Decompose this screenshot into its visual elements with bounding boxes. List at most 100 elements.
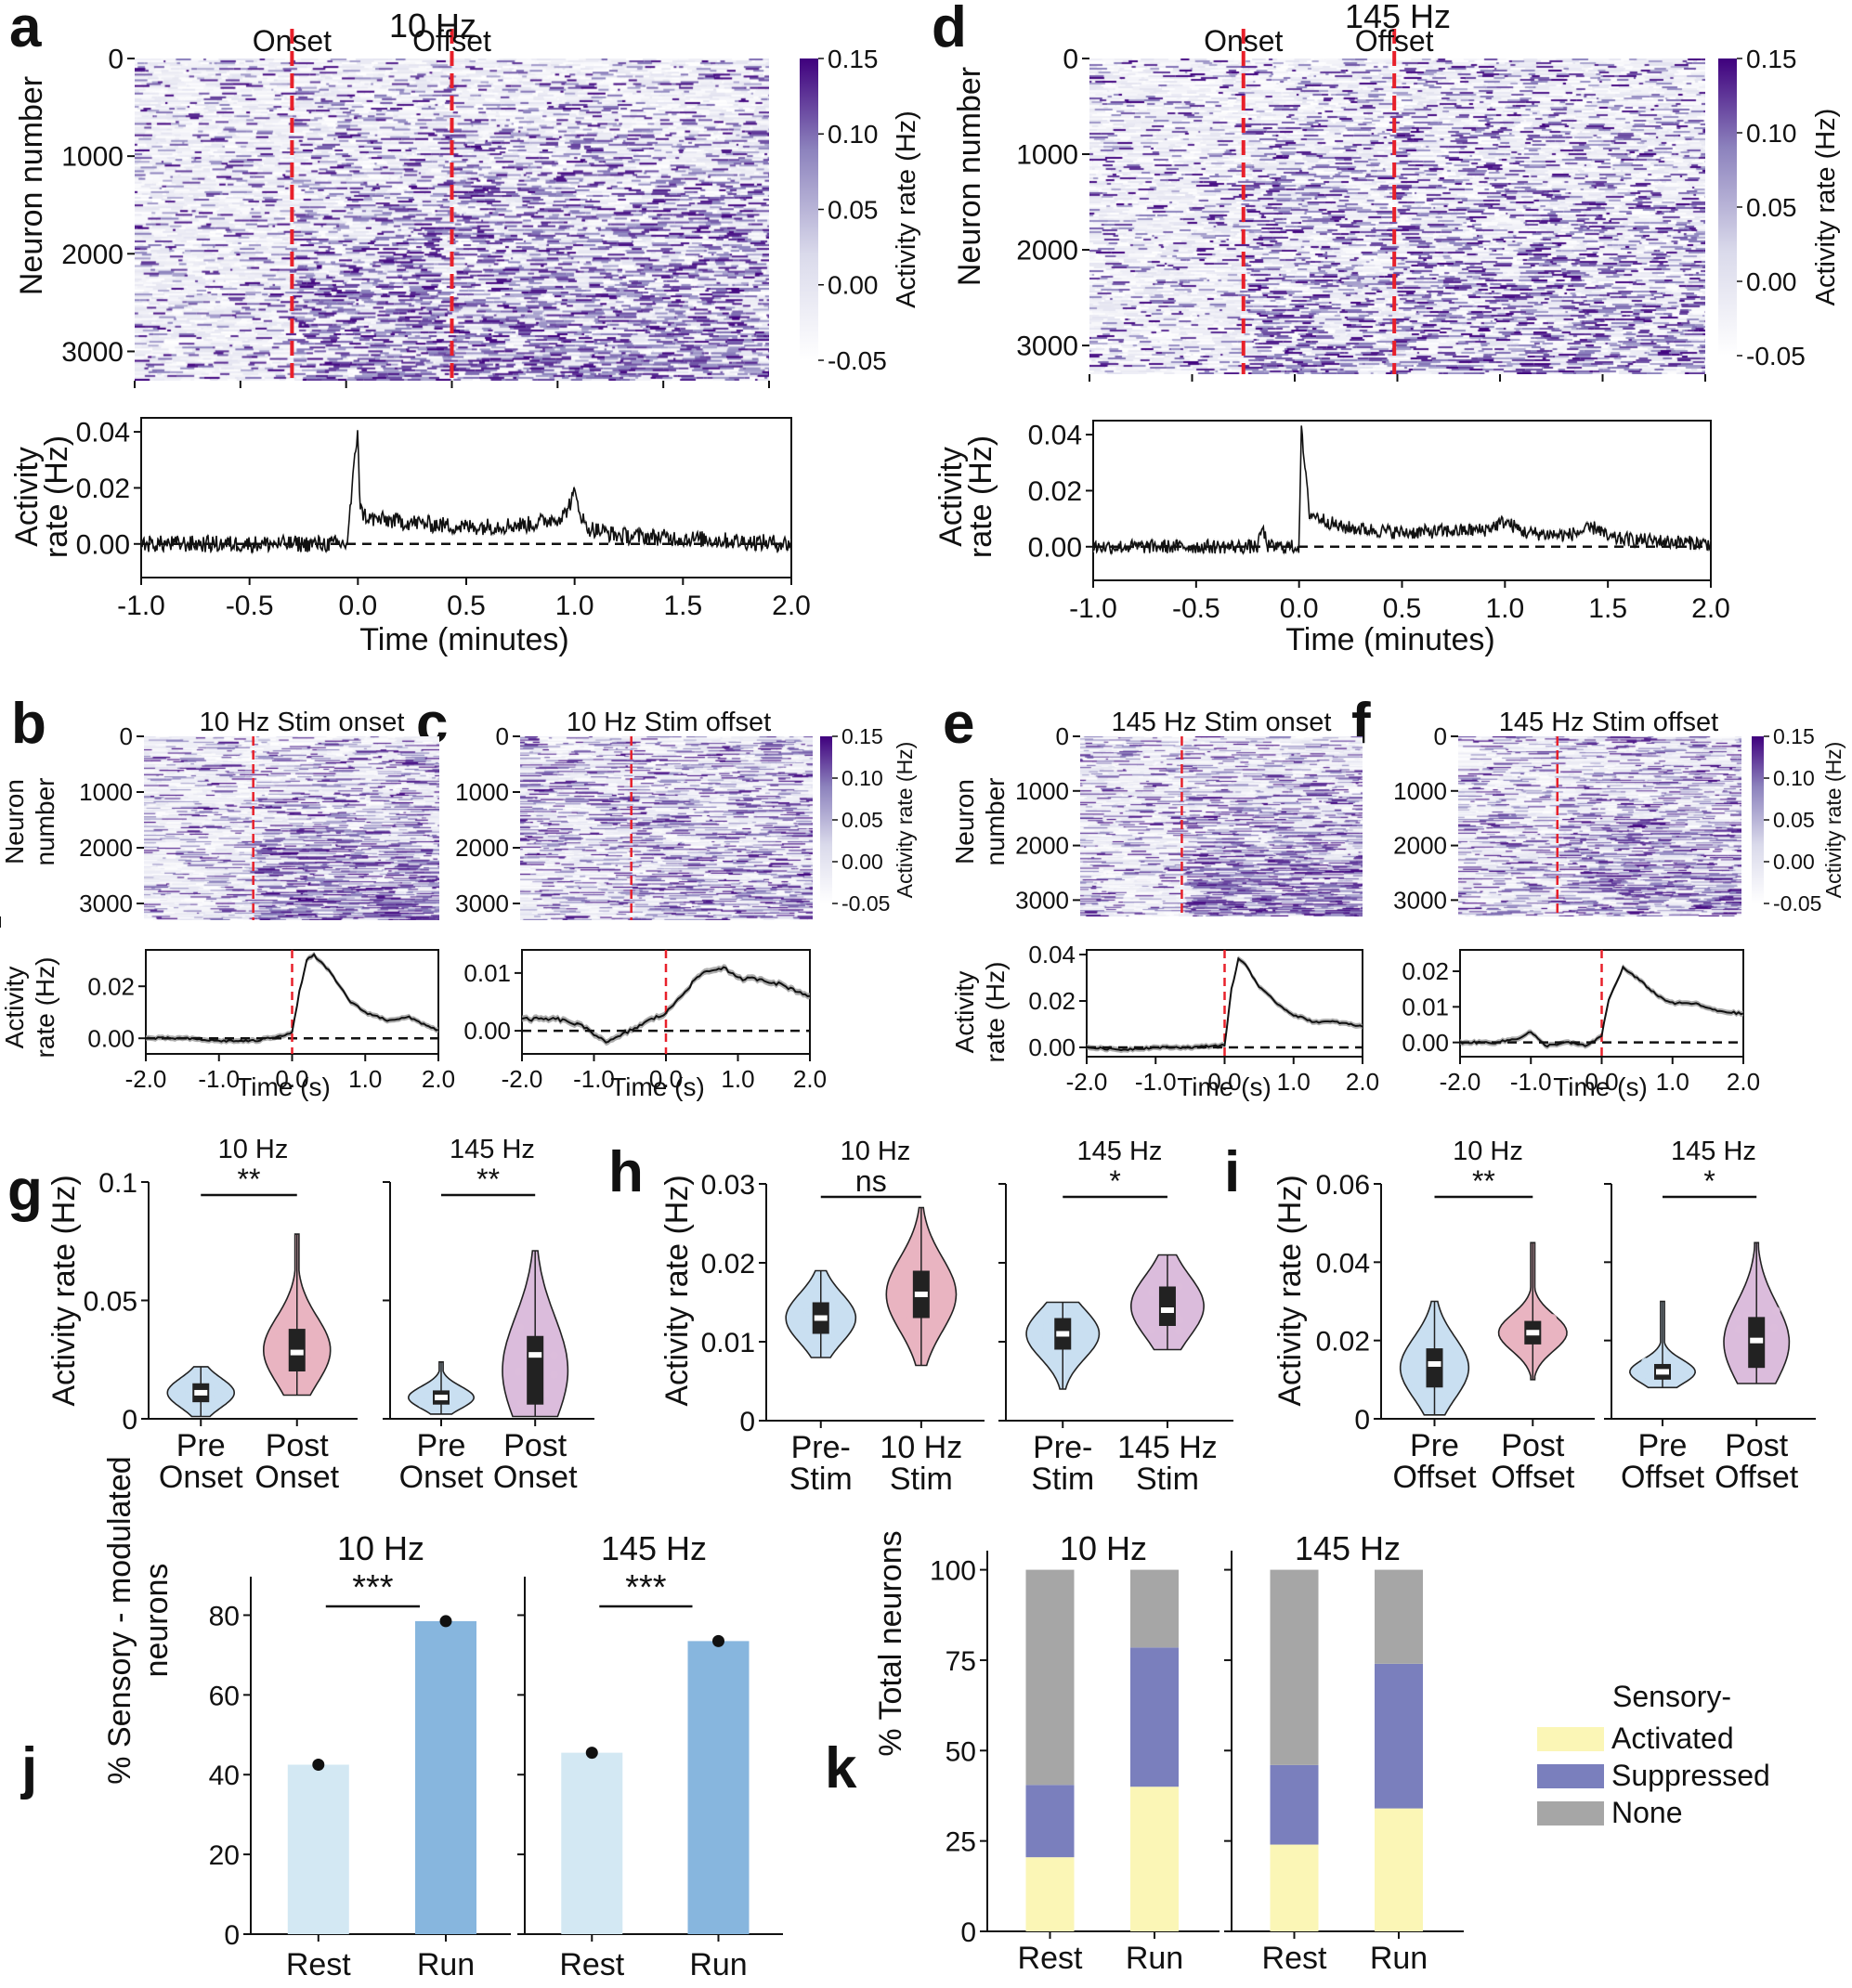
d_trace-ytick-label: 0.00 [1028,532,1082,563]
k-segment-none [1375,1569,1423,1664]
f_trace-ytick-label: 0.01 [1402,993,1449,1020]
g-iqr-box [527,1335,544,1405]
h-iqr-box [1158,1286,1176,1326]
d_heatmap-marker-offset: Offset [1355,24,1434,58]
j-xtick-label: Run [417,1947,475,1982]
e_heatmap-ytick-label: 1000 [1015,777,1069,805]
d_trace-xtick-label: 0.5 [1383,593,1422,624]
j-ylabel-2: neurons [139,1564,175,1678]
j-ytick-label: 40 [209,1761,240,1791]
a_heatmap-cb-tick-label: 0.00 [828,271,879,300]
b_trace-xtick-label: 1.0 [348,1065,382,1093]
e-trace-ylabel-2: rate (Hz) [981,962,1010,1063]
g-point [176,1389,186,1398]
j-mean-point [439,1615,452,1628]
i-median [1656,1369,1669,1375]
h-title: 10 Hz [841,1137,911,1166]
d_heatmap-cb-tick-label: 0.15 [1746,45,1797,73]
g-point [549,1370,558,1379]
i-point [1771,1306,1780,1316]
i-median [1526,1330,1540,1336]
a_heatmap-ytick-label: 1000 [61,142,124,173]
e_trace-ytick-label: 0.02 [1028,987,1076,1015]
k-ytick-label: 100 [930,1556,976,1587]
k-ytick-label: 75 [946,1646,976,1677]
k-xtick-label: Run [1370,1941,1428,1976]
c_heatmap-image [520,736,813,920]
f_heatmap-cb-tick-label: 0.05 [1773,808,1815,832]
a_heatmap-marker-onset: Onset [253,24,332,58]
i-point [1548,1314,1558,1323]
d_heatmap-cb-label: Activity rate (Hz) [1811,109,1841,306]
k-segment-suppressed [1130,1647,1179,1787]
j-ytick-label: 80 [209,1601,240,1631]
h-xtick-label: Stim [1136,1462,1199,1497]
panel-label-b: b [11,692,46,756]
e_heatmap-ytick-label: 2000 [1015,832,1069,860]
j-ytick-label: 20 [209,1840,240,1871]
g-xtick-label: Onset [159,1460,243,1495]
b_trace-ytick-label: 0.00 [87,1024,135,1052]
k-title: 10 Hz [1060,1529,1147,1567]
panel-label-i: i [1224,1140,1240,1204]
c_trace-line [521,966,811,1044]
a-ylabel: Neuron number [14,76,49,295]
i-sig-label: ** [1472,1164,1495,1198]
i-ylabel: Activity rate (Hz) [1272,1175,1308,1406]
j-ytick-label: 0 [224,1920,240,1951]
a_heatmap-ytick-label: 2000 [61,240,124,270]
f_heatmap-ytick-label: 3000 [1393,886,1447,914]
k-segment-suppressed [1025,1785,1075,1858]
k-xtick-label: Rest [1018,1941,1083,1976]
a_trace-xtick-label: 1.0 [555,591,594,621]
c_heatmap-cb-tick-label: -0.05 [841,891,890,916]
i-point [1442,1346,1452,1356]
j-xtick-label: Run [689,1947,747,1982]
k-legend-label-none: None [1611,1796,1683,1829]
h-point [913,1317,922,1326]
i-ytick-label: 0 [1354,1405,1370,1436]
f_trace-xtick-label: 1.0 [1656,1068,1689,1096]
a_trace-xtick-label: -1.0 [117,591,165,621]
g-point [516,1398,526,1408]
d_heatmap-cb-tick-label: 0.00 [1746,267,1797,296]
k-segment-none [1130,1569,1179,1648]
a-xlabel: Time (minutes) [359,622,568,657]
e_trace-xtick-label: -2.0 [1066,1068,1108,1096]
g-median [290,1349,304,1356]
panel-label-g: g [7,1159,43,1223]
c_heatmap-cb-tick-label: 0.15 [841,724,883,748]
i-point [1411,1341,1420,1350]
a_trace-xtick-label: -0.5 [226,591,274,621]
a_trace-ytick-label: 0.04 [76,418,130,448]
a_heatmap-colorbar [800,58,818,360]
g-point [515,1323,525,1332]
g-ytick-label: 0.1 [98,1168,137,1199]
g-ytick-label: 0.05 [84,1287,137,1318]
h-point [1147,1325,1156,1334]
e_heatmap-title: 145 Hz Stim onset [1112,708,1332,737]
a_trace-xtick-label: 2.0 [772,591,811,621]
f_heatmap-colorbar [1752,736,1764,903]
i-xtick-label: Offset [1392,1460,1477,1495]
g-ylabel: Activity rate (Hz) [46,1175,82,1406]
b_heatmap: 0 1000 2000 3000 10 Hz Stim onset [0,708,439,928]
h-point [1174,1326,1183,1335]
panel-label-h: h [608,1140,644,1204]
panel-label-e: e [943,692,974,756]
g-sig-label: ** [476,1163,500,1196]
g-xtick-label: Pre [176,1428,226,1463]
e_heatmap-ytick-label: 0 [1056,722,1069,750]
a_heatmap-cb-label: Activity rate (Hz) [892,110,921,308]
b_heatmap-ytick-label: 2000 [79,834,133,862]
k-segment-suppressed [1375,1663,1423,1809]
d_trace-ytick-label: 0.04 [1028,421,1082,451]
b_heatmap-ytick-label: 0 [120,722,133,750]
j-bar-rest [561,1752,623,1934]
j-sig-label: *** [352,1568,394,1607]
j-bar-run [687,1641,750,1934]
d_heatmap-colorbar [1718,58,1737,356]
i-point [1439,1387,1448,1397]
